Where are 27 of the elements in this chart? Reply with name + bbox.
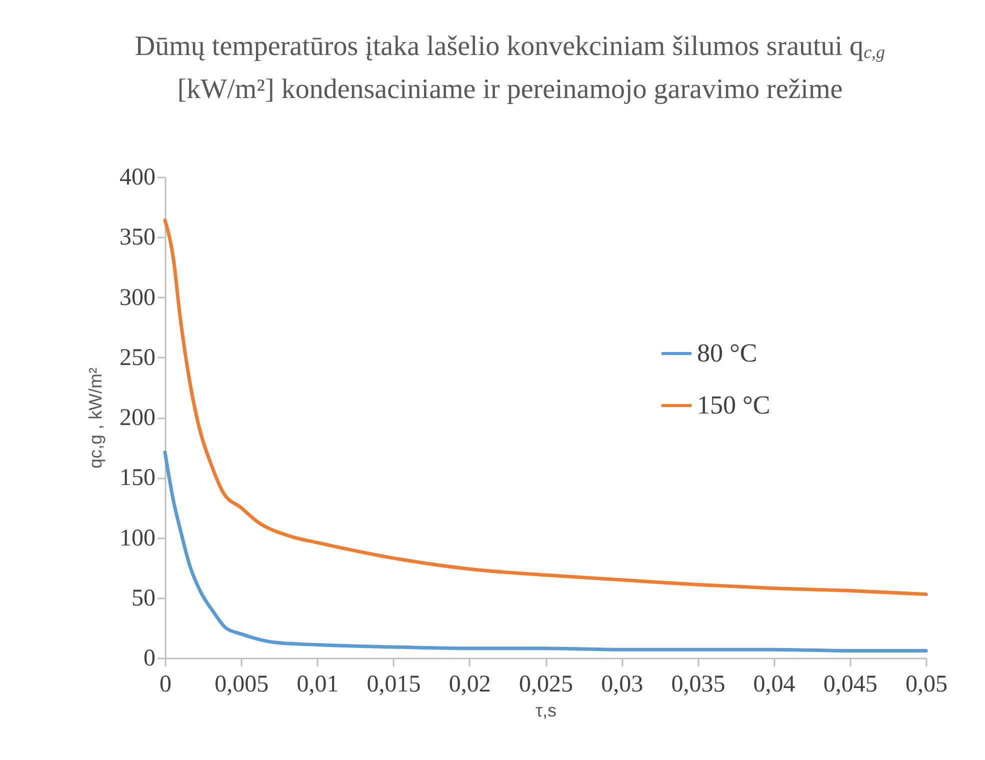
- x-tick-label: 0,045: [823, 672, 878, 698]
- y-tick-label: 300: [120, 284, 156, 311]
- y-tick-label: 100: [120, 525, 156, 552]
- line-series: [163, 218, 928, 596]
- legend-label: 150 °C: [697, 390, 770, 420]
- chart-title: Dūmų temperatūros įtaka lašelio konvekciniam šilumos srautui q$_{c,g}$ [kW/m²] kondensaciniame ir pereinamojo garavimo režime: [134, 31, 886, 105]
- x-tick-label: 0,05: [906, 672, 948, 698]
- x-tick-label: 0,02: [448, 672, 491, 698]
- x-tick-label: 0,04: [753, 672, 796, 698]
- x-tick-label: 0,01: [296, 672, 339, 698]
- y-tick-label: 0: [144, 646, 156, 672]
- y-tick-label: 350: [120, 224, 156, 251]
- x-tick-label: 0,005: [214, 672, 269, 698]
- x-tick-label: 0: [160, 672, 172, 698]
- legend-label: 80 °C: [697, 338, 758, 368]
- y-axis-title: qc,g , kW/m²: [86, 367, 106, 469]
- x-tick-label: 0,03: [601, 672, 644, 698]
- y-tick-label: 250: [120, 344, 156, 371]
- x-axis-title: τ,s: [535, 700, 557, 720]
- x-tick-label: 0,035: [671, 672, 726, 698]
- x-tick-label: 0,025: [519, 672, 573, 698]
- line-series: [163, 450, 928, 653]
- x-tick-label: 0,015: [366, 672, 421, 698]
- y-tick-label: 50: [132, 585, 156, 612]
- y-tick-label: 150: [120, 465, 156, 492]
- y-tick-label: 200: [120, 405, 156, 431]
- y-tick-label: 400: [120, 164, 156, 190]
